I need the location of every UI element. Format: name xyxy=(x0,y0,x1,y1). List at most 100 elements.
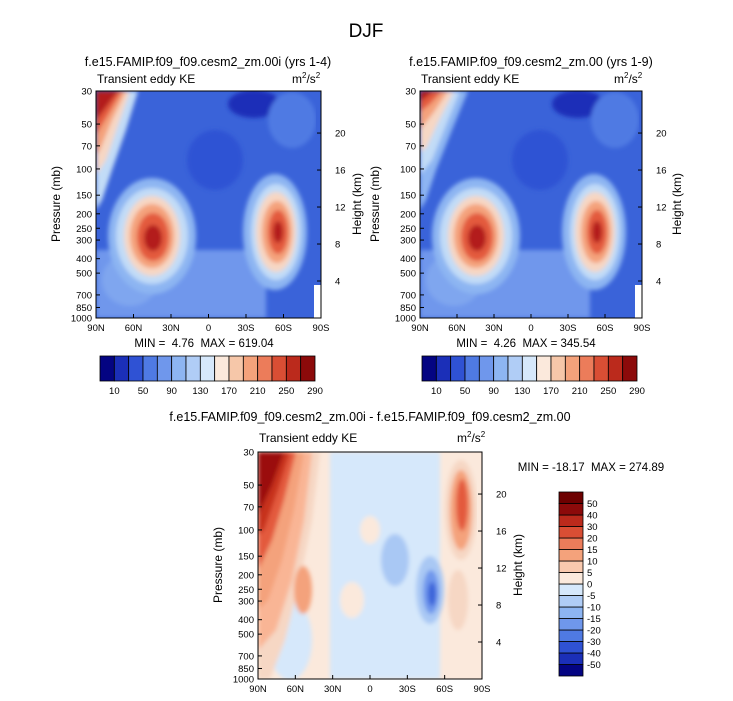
x-tick-label: 0 xyxy=(367,684,372,695)
height-tick-label: 8 xyxy=(496,601,501,612)
panel-3-subtitle: Transient eddy KE xyxy=(259,431,357,445)
colorbar-swatch xyxy=(558,606,584,619)
y-tick-label: 150 xyxy=(76,191,92,202)
panel-2-title: f.e15.FAMIP.f09_f09.cesm2_zm.00 (yrs 1-9… xyxy=(409,55,653,69)
panel-3-ylabel: Pressure (mb) xyxy=(211,527,225,603)
colorbar-swatch xyxy=(558,514,584,527)
colorbar-swatch xyxy=(622,355,638,382)
y-tick-label: 30 xyxy=(81,87,92,98)
colorbar-swatch xyxy=(450,355,466,382)
x-tick-label: 90N xyxy=(249,684,267,695)
colorbar-swatch xyxy=(214,355,230,382)
colorbar-swatch xyxy=(228,355,244,382)
colorbar-label: 15 xyxy=(587,545,598,556)
panel-1-height-ticks: 4 8 12 16 20 xyxy=(317,129,346,288)
colorbar-label: 5 xyxy=(587,568,592,579)
colorbar-swatch xyxy=(558,618,584,631)
colorbar-label: 50 xyxy=(138,386,149,397)
x-tick-label: 60N xyxy=(125,323,143,334)
panel-1-units: m2/s2 xyxy=(292,71,321,86)
colorbar-swatch xyxy=(156,355,173,382)
colorbar-label: -5 xyxy=(587,591,595,602)
x-tick-label: 60S xyxy=(597,323,614,334)
y-tick-label: 700 xyxy=(238,651,254,662)
y-tick-label: 1000 xyxy=(233,675,254,686)
y-tick-label: 50 xyxy=(81,120,92,131)
page-title: DJF xyxy=(349,21,384,42)
y-tick-label: 150 xyxy=(238,552,254,563)
x-tick-label: 30S xyxy=(560,323,577,334)
y-tick-label: 70 xyxy=(243,502,254,513)
panel-2-colorbar: 10 50 90 130 170 210 250 290 xyxy=(421,355,645,397)
height-tick-label: 20 xyxy=(496,490,507,501)
y-tick-label: 30 xyxy=(243,448,254,459)
y-tick-label: 100 xyxy=(76,164,92,175)
y-tick-label: 400 xyxy=(238,615,254,626)
panel-1-subtitle: Transient eddy KE xyxy=(97,72,195,86)
panel-1-x-ticks: 90N 60N 30N 0 30S 60S 90S xyxy=(87,314,329,334)
y-tick-label: 50 xyxy=(405,120,416,131)
height-tick-label: 4 xyxy=(335,277,340,288)
colorbar-swatch xyxy=(558,652,584,665)
colorbar-swatch xyxy=(142,355,158,382)
y-tick-label: 150 xyxy=(400,191,416,202)
colorbar-label: -10 xyxy=(587,603,601,614)
colorbar-swatch xyxy=(558,572,584,585)
y-tick-label: 500 xyxy=(76,269,92,280)
panel-1-field xyxy=(96,91,321,318)
colorbar-swatch xyxy=(558,595,584,608)
colorbar-label: -30 xyxy=(587,637,601,648)
y-tick-label: 200 xyxy=(238,570,254,581)
colorbar-label: 130 xyxy=(514,386,530,397)
panel-1-ylabel: Pressure (mb) xyxy=(49,166,63,242)
y-tick-label: 50 xyxy=(243,481,254,492)
colorbar-label: 50 xyxy=(587,499,598,510)
colorbar-label: 210 xyxy=(572,386,588,397)
y-tick-label: 70 xyxy=(81,141,92,152)
x-tick-label: 30N xyxy=(485,323,503,334)
panel-3-ylabel-right: Height (km) xyxy=(511,534,525,596)
colorbar-label: 290 xyxy=(307,386,323,397)
colorbar-swatch xyxy=(493,355,509,382)
colorbar-label: 20 xyxy=(587,534,598,545)
panel-2-x-ticks: 90N 60N 30N 0 30S 60S 90S xyxy=(411,314,650,334)
panel-2-units: m2/s2 xyxy=(614,71,643,86)
colorbar-swatch xyxy=(507,355,523,382)
colorbar-label: 90 xyxy=(488,386,499,397)
colorbar-label: -50 xyxy=(587,660,601,671)
colorbar-swatch xyxy=(128,355,144,382)
x-tick-label: 90S xyxy=(634,323,651,334)
height-tick-label: 8 xyxy=(656,240,661,251)
colorbar-label: 130 xyxy=(192,386,208,397)
colorbar-label: -20 xyxy=(587,626,601,637)
x-tick-label: 90N xyxy=(411,323,429,334)
y-tick-label: 300 xyxy=(76,236,92,247)
colorbar-swatch xyxy=(435,355,452,382)
height-tick-label: 12 xyxy=(656,203,667,214)
panel-3: f.e15.FAMIP.f09_f09.cesm2_zm.00i - f.e15… xyxy=(169,410,664,695)
colorbar-swatch xyxy=(171,355,187,382)
x-tick-label: 90S xyxy=(313,323,330,334)
colorbar-label: -15 xyxy=(587,614,601,625)
panel-1: f.e15.FAMIP.f09_f09.cesm2_zm.00i (yrs 1-… xyxy=(49,55,364,397)
panel-1-ylabel-right: Height (km) xyxy=(350,173,364,235)
x-tick-label: 0 xyxy=(206,323,211,334)
x-tick-label: 60S xyxy=(436,684,453,695)
y-tick-label: 850 xyxy=(400,303,416,314)
colorbar-swatch xyxy=(558,629,584,642)
colorbar-label: 170 xyxy=(221,386,237,397)
panel-3-field xyxy=(258,452,482,679)
y-tick-label: 1000 xyxy=(395,314,416,325)
x-tick-label: 60N xyxy=(448,323,466,334)
x-tick-label: 60S xyxy=(275,323,292,334)
height-tick-label: 16 xyxy=(496,527,507,538)
panel-1-colorbar: 10 50 90 130 170 210 250 290 xyxy=(99,355,323,397)
panel-3-title: f.e15.FAMIP.f09_f09.cesm2_zm.00i - f.e15… xyxy=(169,410,570,424)
y-tick-label: 30 xyxy=(405,87,416,98)
colorbar-label: 40 xyxy=(587,511,598,522)
colorbar-swatch xyxy=(558,537,584,550)
x-tick-label: 0 xyxy=(528,323,533,334)
